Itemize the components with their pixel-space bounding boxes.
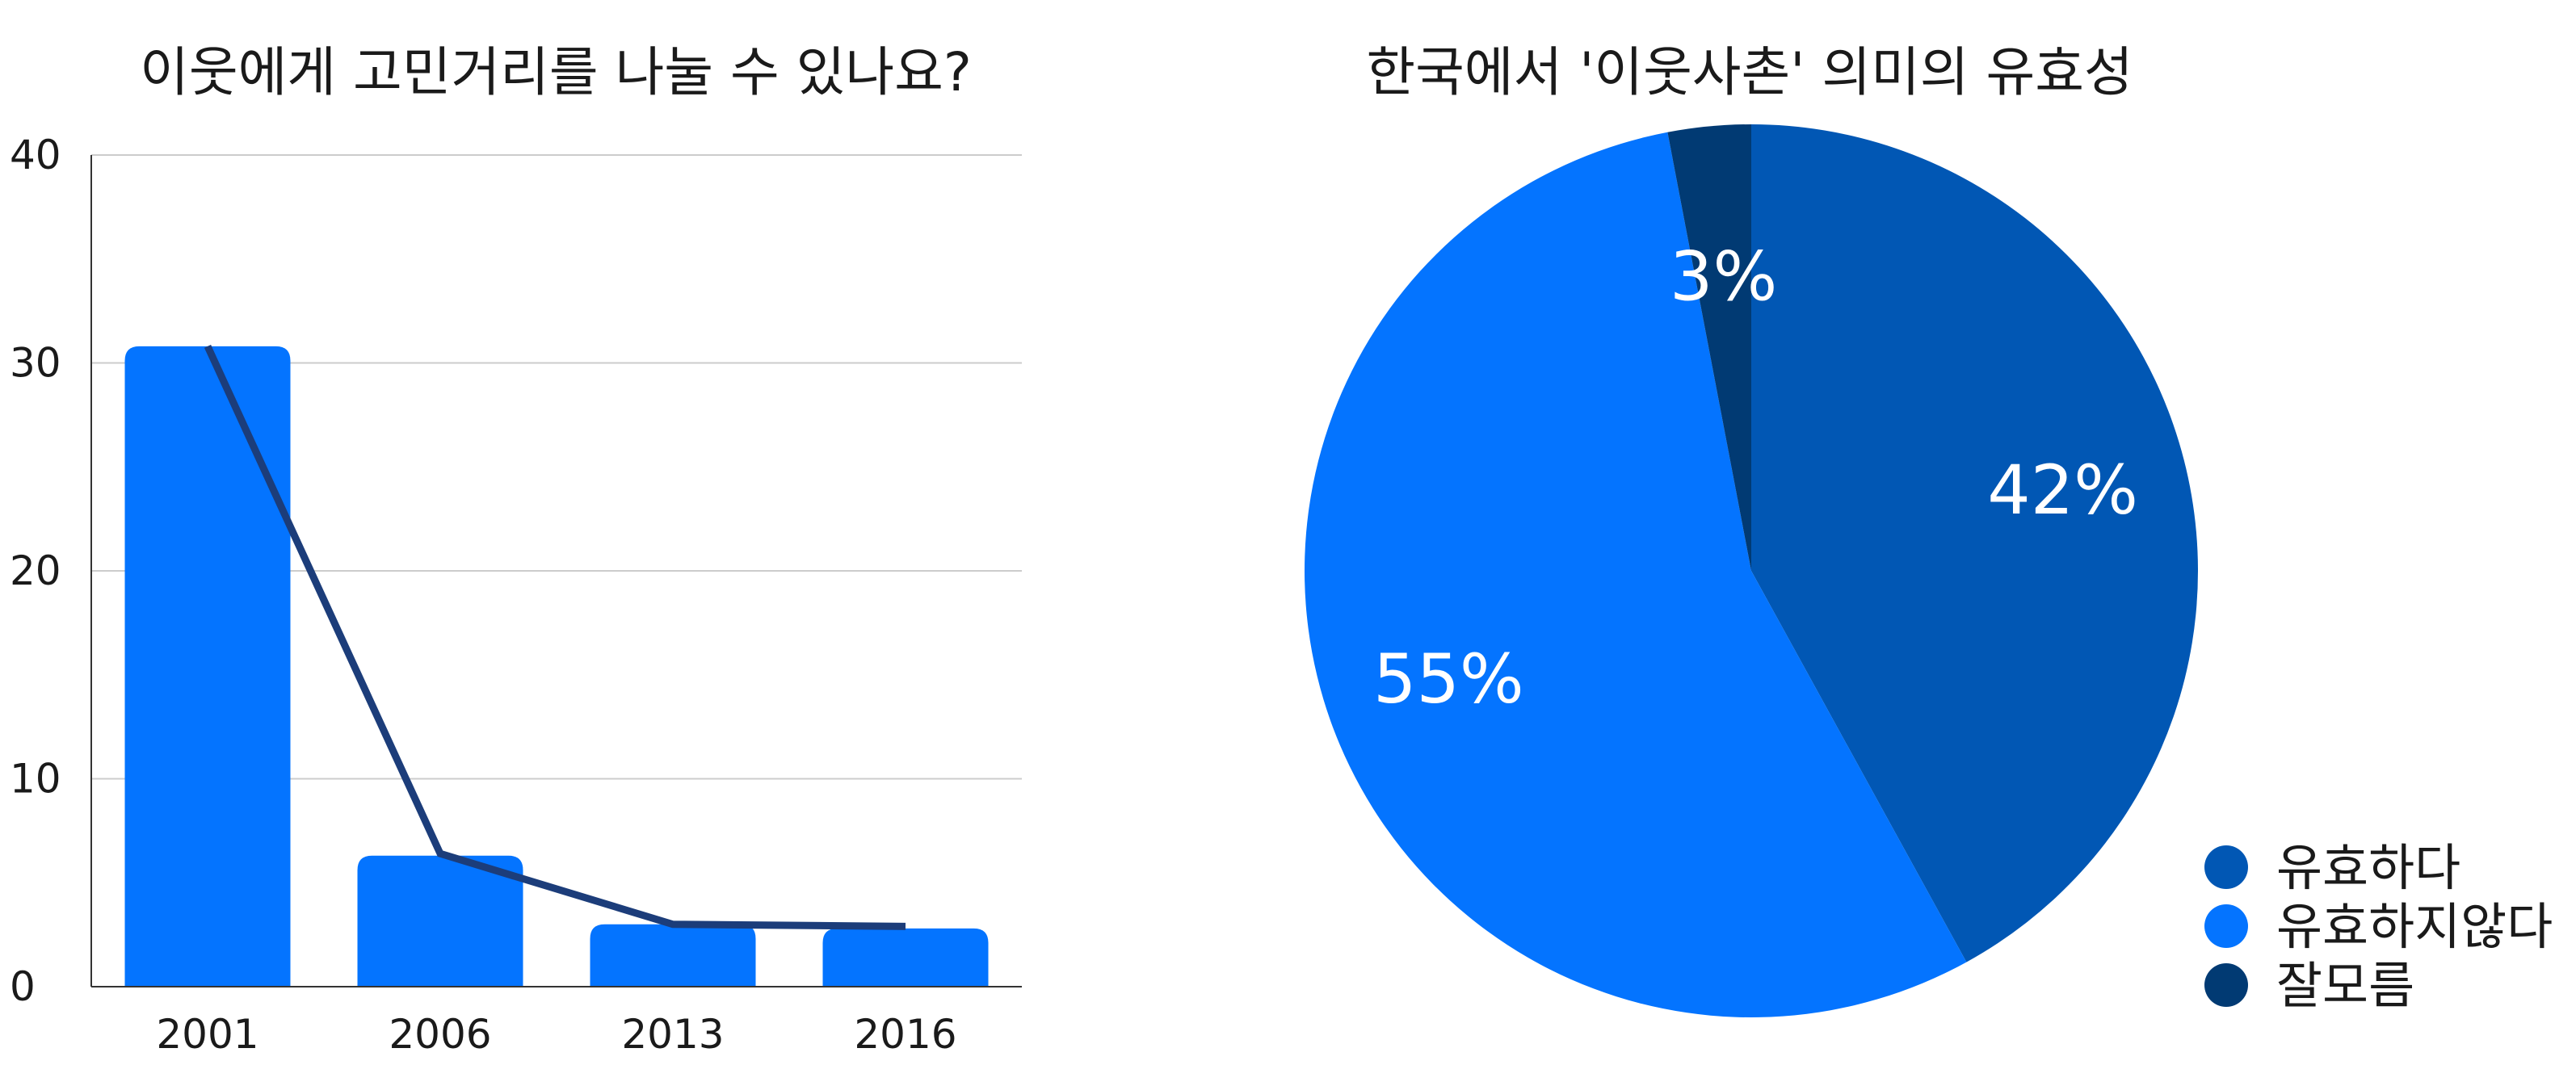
bar-chart-y-ticks: 0 10 20 30 40	[10, 132, 61, 1010]
pie-chart-labels: 42% 55% 3%	[1373, 237, 2138, 719]
legend-label: 유효하다	[2276, 838, 2460, 897]
legend-swatch	[2204, 963, 2248, 1007]
pie-chart: 한국에서 '이웃사촌' 의미의 유효성 42% 55% 3% 유효하다유효하지않다잘…	[1304, 41, 2553, 1018]
pie-slice	[1667, 124, 1751, 571]
x-tick-label: 2016	[854, 1011, 956, 1058]
bar-chart-trend-line	[204, 345, 906, 930]
pie-slice-label: 3%	[1670, 237, 1777, 317]
y-tick-label: 20	[10, 547, 61, 594]
legend-swatch	[2204, 845, 2248, 889]
pie-slice-label: 42%	[1987, 451, 2138, 530]
legend-swatch	[2204, 904, 2248, 948]
legend-label: 유효하지않다	[2276, 897, 2553, 956]
bar	[822, 928, 989, 987]
y-tick-label: 0	[10, 963, 36, 1010]
bar	[124, 346, 291, 987]
pie-slice-label: 55%	[1373, 639, 1524, 719]
bar-chart-axes	[90, 155, 1022, 987]
y-tick-label: 10	[10, 756, 61, 803]
bar	[590, 924, 756, 987]
y-tick-label: 40	[10, 132, 61, 178]
pie-slice	[1304, 132, 1967, 1018]
pie-chart-slices	[1304, 124, 2198, 1018]
x-tick-label: 2006	[389, 1011, 491, 1058]
pie-chart-title: 한국에서 '이웃사촌' 의미의 유효성	[1366, 41, 2133, 103]
pie-slice	[1751, 124, 2198, 962]
bar-chart-x-ticks: 2001 2006 2013 2016	[156, 1011, 956, 1058]
y-tick-label: 30	[10, 340, 61, 387]
x-tick-label: 2001	[156, 1011, 258, 1058]
trend-line	[204, 345, 906, 930]
legend-label: 잘모름	[2276, 956, 2414, 1015]
x-tick-label: 2013	[621, 1011, 724, 1058]
bar	[357, 855, 523, 987]
bar-chart-bars	[124, 346, 989, 987]
bar-chart-title: 이웃에게 고민거리를 나눌 수 있나요?	[140, 41, 972, 103]
